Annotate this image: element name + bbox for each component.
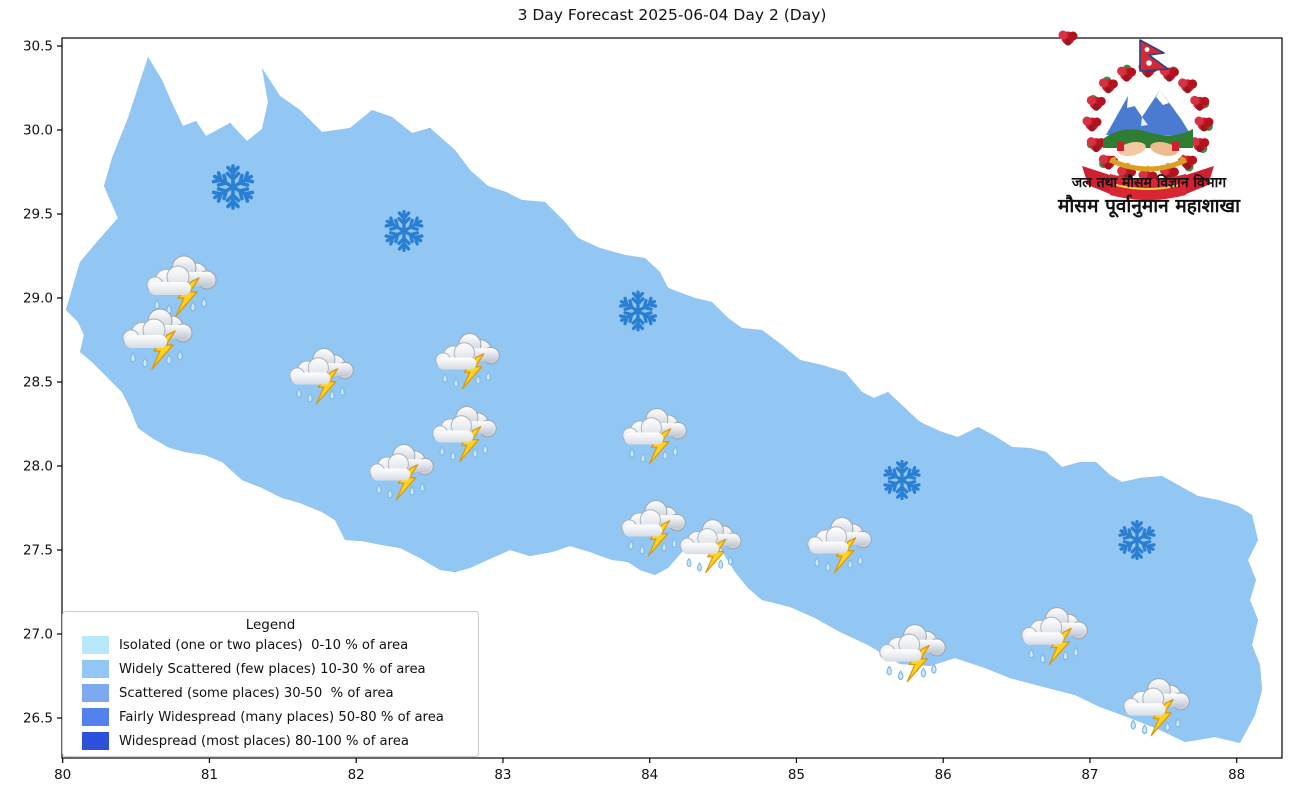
- page-title: 3 Day Forecast 2025-06-04 Day 2 (Day): [517, 6, 827, 24]
- nepal-flag-icon: [1139, 39, 1169, 72]
- legend-title: Legend: [245, 617, 296, 633]
- logo-caption-division: मौसम पूर्वानुमान महाशाखा: [1057, 195, 1241, 217]
- legend-row: Widespread (most places) 80-100 % of are…: [63, 729, 478, 753]
- x-tick-label: 84: [641, 767, 658, 783]
- x-tick-label: 86: [935, 767, 952, 783]
- y-tick-label: 28.0: [23, 459, 53, 475]
- x-tick-label: 82: [348, 767, 365, 783]
- legend-label: Isolated (one or two places) 0-10 % of a…: [119, 637, 409, 653]
- legend-row: Widely Scattered (few places) 10-30 % of…: [63, 657, 478, 681]
- legend-label: Widespread (most places) 80-100 % of are…: [119, 733, 409, 749]
- legend-label: Fairly Widespread (many places) 50-80 % …: [119, 709, 444, 725]
- x-axis: 80 81 82 83 84 85 86 87 88: [54, 758, 1245, 783]
- legend-row: Isolated (one or two places) 0-10 % of a…: [63, 633, 478, 657]
- emblem-art: [1103, 90, 1193, 172]
- logo-caption-department: जल तथा मौसम विज्ञान विभाग: [1071, 175, 1227, 191]
- x-tick-label: 81: [201, 767, 218, 783]
- y-tick-label: 29.5: [23, 207, 53, 223]
- y-tick-label: 28.5: [23, 375, 53, 391]
- y-tick-label: 26.5: [23, 711, 53, 727]
- x-tick-label: 88: [1228, 767, 1245, 783]
- legend-swatch: [82, 708, 109, 726]
- dhm-nepal-logo: [1058, 30, 1214, 200]
- x-tick-label: 83: [494, 767, 511, 783]
- legend-swatch: [82, 732, 109, 750]
- legend-label: Scattered (some places) 30-50 % of area: [119, 685, 394, 701]
- legend-swatch: [82, 684, 109, 702]
- legend-row: Fairly Widespread (many places) 50-80 % …: [63, 705, 478, 729]
- x-tick-label: 87: [1081, 767, 1098, 783]
- legend-swatch: [82, 636, 109, 654]
- y-tick-label: 30.5: [23, 39, 53, 55]
- legend-row: Scattered (some places) 30-50 % of area: [63, 681, 478, 705]
- y-axis: 30.5 30.0 29.5 29.0 28.5 28.0 27.5 27.0 26.5: [23, 39, 62, 727]
- legend: Legend Isolated (one or two places) 0-10…: [62, 611, 479, 757]
- x-tick-label: 80: [54, 767, 71, 783]
- y-tick-label: 30.0: [23, 123, 53, 139]
- y-tick-label: 27.0: [23, 627, 53, 643]
- y-tick-label: 27.5: [23, 543, 53, 559]
- legend-swatch: [82, 660, 109, 678]
- legend-label: Widely Scattered (few places) 10-30 % of…: [119, 661, 426, 677]
- x-tick-label: 85: [788, 767, 805, 783]
- y-tick-label: 29.0: [23, 291, 53, 307]
- ribbon-banner: [1082, 166, 1214, 200]
- legend-rows: Isolated (one or two places) 0-10 % of a…: [63, 633, 478, 753]
